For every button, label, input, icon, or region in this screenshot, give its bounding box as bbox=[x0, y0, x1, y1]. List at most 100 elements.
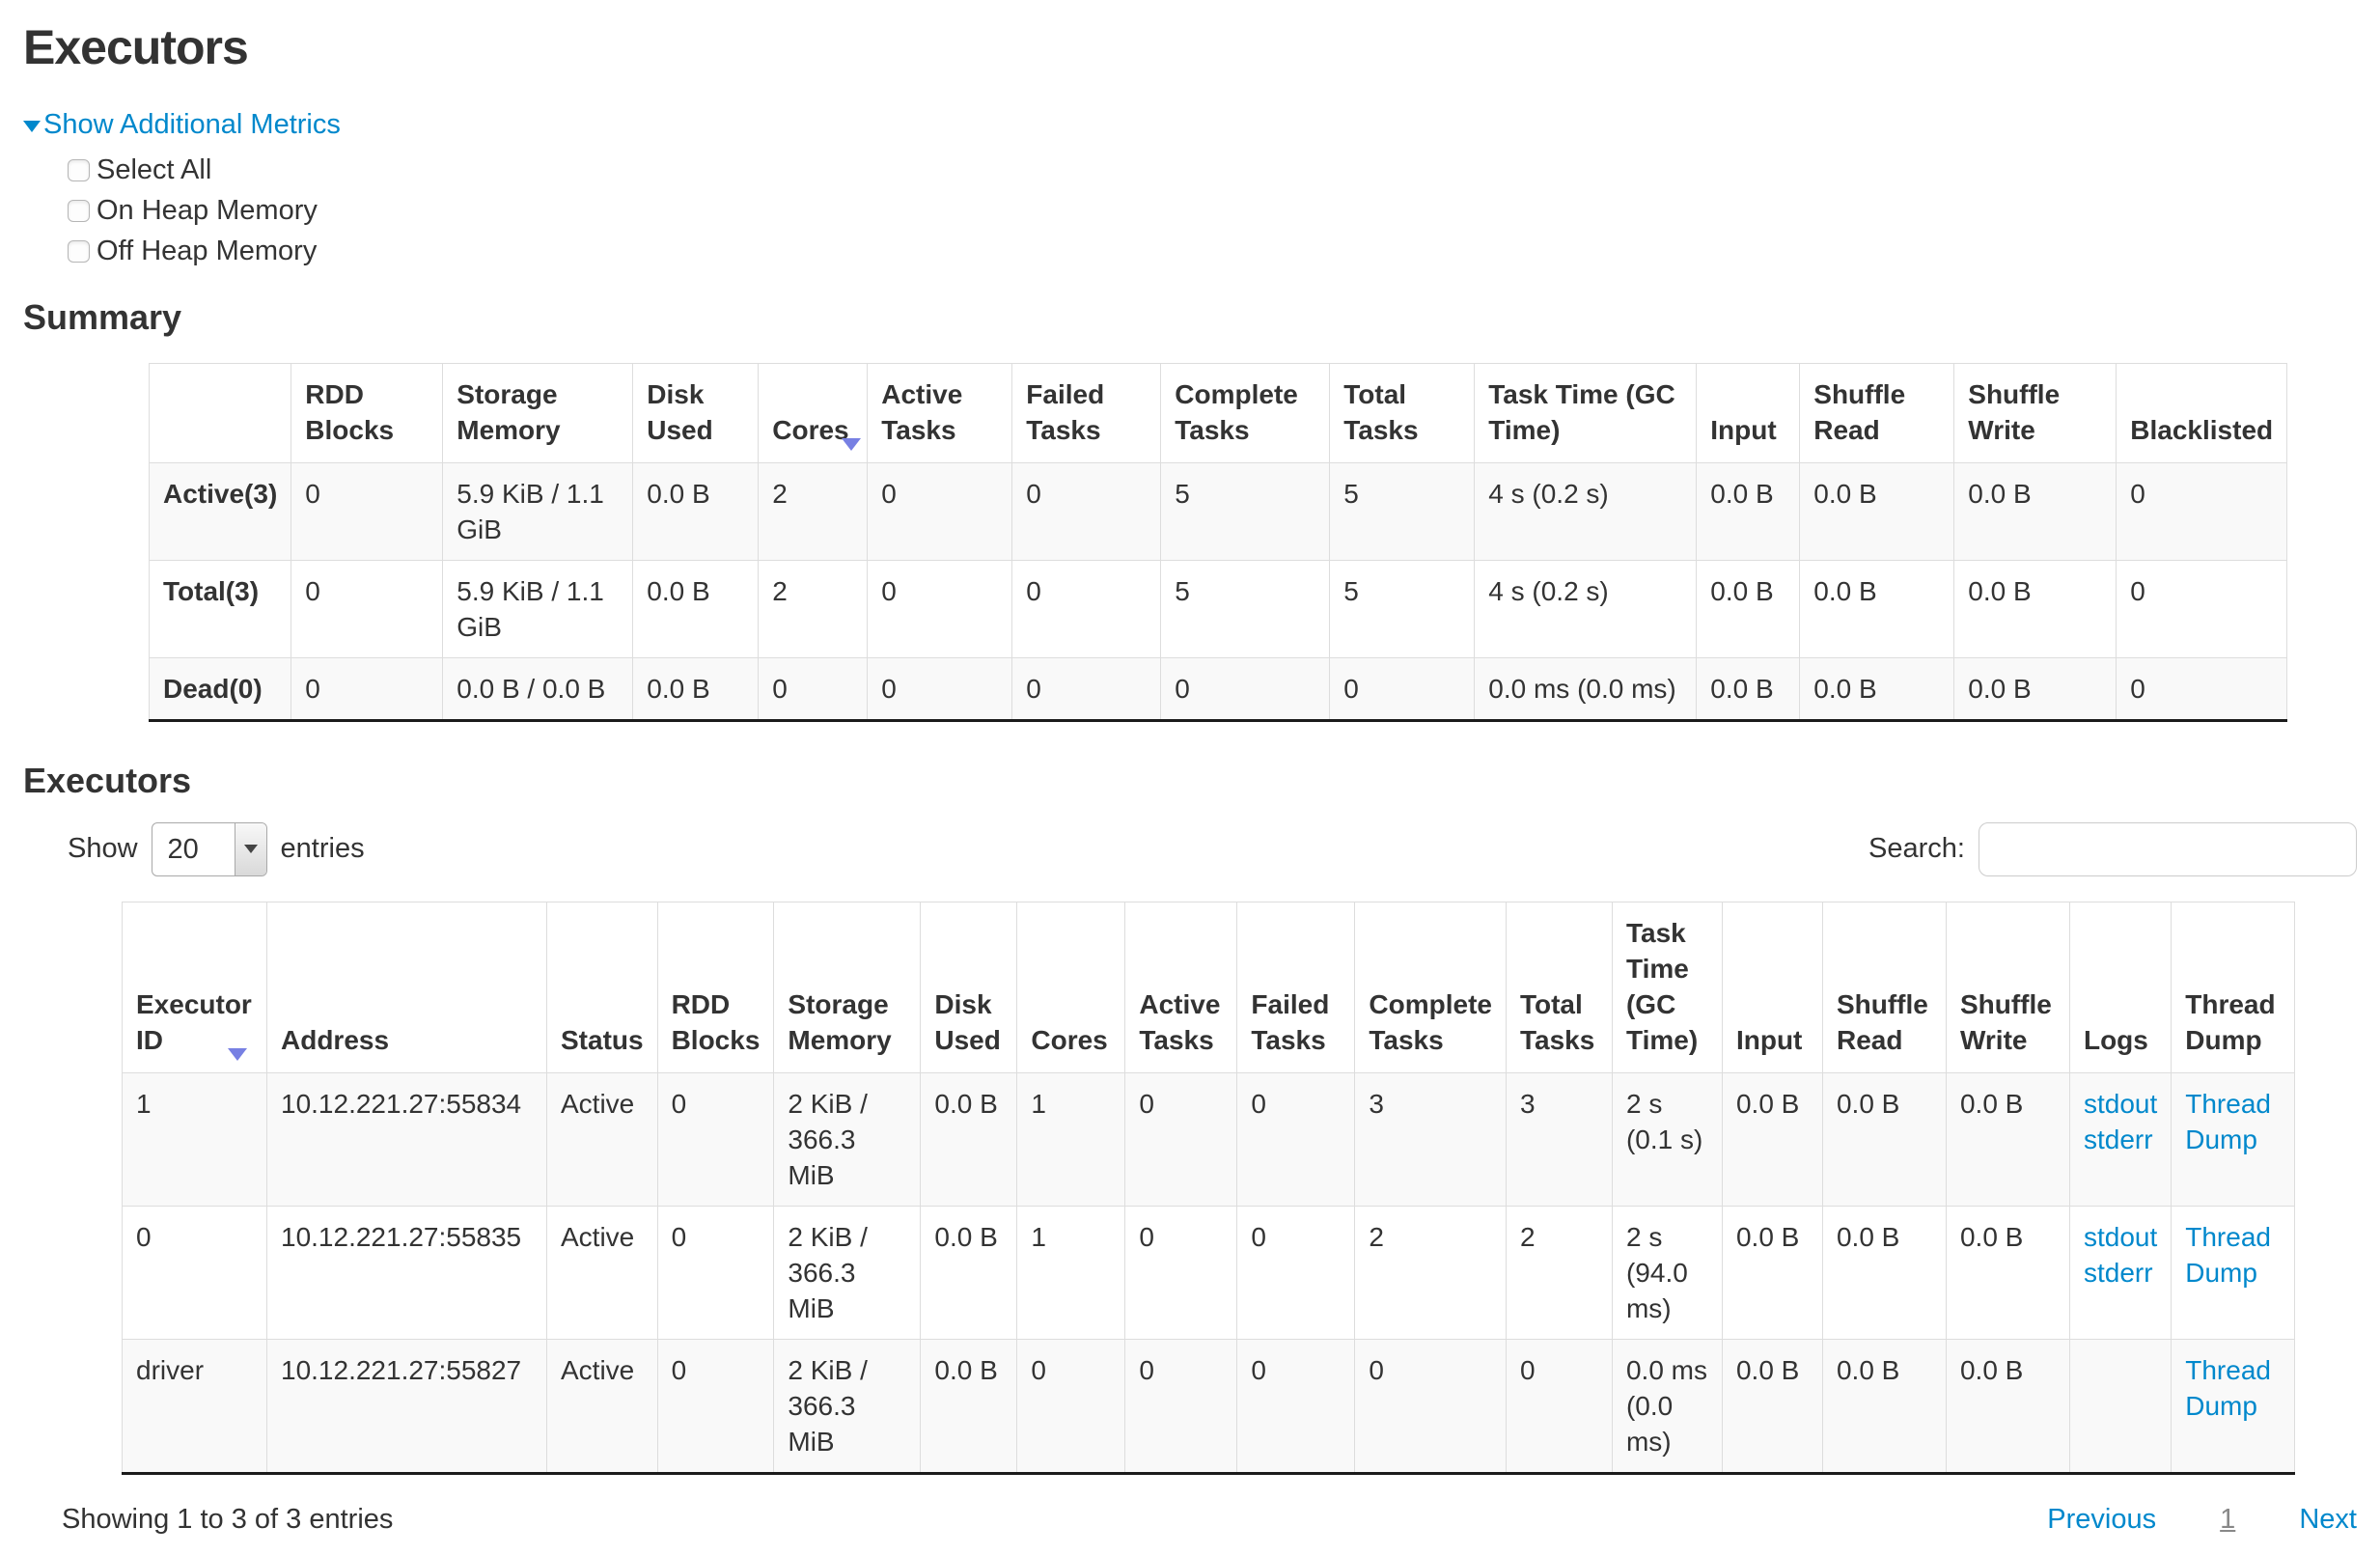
summary-row-dead: Dead(0) 0 0.0 B / 0.0 B 0.0 B 0 0 0 0 0 … bbox=[148, 656, 2288, 722]
cell: 0.0 B / 0.0 B bbox=[442, 656, 634, 722]
next-page-button[interactable]: Next bbox=[2299, 1503, 2357, 1535]
executors-table: Executor ID Address Status RDD Blocks St… bbox=[122, 901, 2296, 1475]
show-additional-metrics-link[interactable]: Show Additional Metrics bbox=[23, 109, 341, 141]
cell: 0 bbox=[656, 1338, 775, 1475]
col-header-cores[interactable]: Cores bbox=[758, 362, 869, 463]
on-heap-memory-checkbox[interactable] bbox=[68, 200, 90, 222]
col-header-address[interactable]: Address bbox=[266, 901, 547, 1073]
col-header-disk-used[interactable]: Disk Used bbox=[632, 362, 760, 463]
thread-dump-link[interactable]: Thread Dump bbox=[2185, 1088, 2271, 1154]
executor-row-1: 1 10.12.221.27:55834 Active 0 2 KiB / 36… bbox=[122, 1071, 2296, 1207]
sort-caret-down-icon bbox=[228, 1047, 247, 1061]
cell: 0.0 B bbox=[1953, 656, 2117, 722]
pagination: Previous 1 Next bbox=[1991, 1504, 2357, 1536]
cell: 0.0 B bbox=[1721, 1205, 1823, 1340]
col-header-status[interactable]: Status bbox=[546, 901, 658, 1073]
stderr-link[interactable]: stderr bbox=[2083, 1257, 2153, 1288]
col-header-complete-tasks[interactable]: Complete Tasks bbox=[1354, 901, 1507, 1073]
cell: 0 bbox=[1011, 559, 1162, 658]
cell: 3 bbox=[1505, 1071, 1613, 1207]
col-header-rdd-blocks[interactable]: RDD Blocks bbox=[291, 362, 444, 463]
cell: 0 bbox=[656, 1205, 775, 1340]
cell: 3 bbox=[1354, 1071, 1507, 1207]
col-header-shuffle-read[interactable]: Shuffle Read bbox=[1821, 901, 1947, 1073]
col-header-shuffle-write[interactable]: Shuffle Write bbox=[1945, 901, 2070, 1073]
col-header-task-time[interactable]: Task Time (GC Time) bbox=[1474, 362, 1698, 463]
col-header-complete-tasks[interactable]: Complete Tasks bbox=[1160, 362, 1331, 463]
cell: 0.0 B bbox=[920, 1205, 1018, 1340]
cell: 0.0 ms (0.0 ms) bbox=[1474, 656, 1698, 722]
cell: 0 bbox=[291, 656, 444, 722]
thread-dump-link[interactable]: Thread Dump bbox=[2185, 1354, 2271, 1421]
cell: 0.0 B bbox=[1799, 559, 1955, 658]
summary-table: RDD Blocks Storage Memory Disk Used Core… bbox=[148, 362, 2288, 722]
cell: 0 bbox=[1236, 1071, 1356, 1207]
col-header-input[interactable]: Input bbox=[1696, 362, 1801, 463]
cell: 0.0 B bbox=[1821, 1338, 1947, 1475]
off-heap-memory-checkbox[interactable] bbox=[68, 240, 90, 263]
col-header-rdd-blocks[interactable]: RDD Blocks bbox=[656, 901, 775, 1073]
search-control: Search: bbox=[1868, 821, 2357, 876]
col-header-failed-tasks[interactable]: Failed Tasks bbox=[1236, 901, 1356, 1073]
page-number-1[interactable]: 1 bbox=[2220, 1503, 2236, 1535]
executor-row-0: 0 10.12.221.27:55835 Active 0 2 KiB / 36… bbox=[122, 1205, 2296, 1340]
col-header-total-tasks[interactable]: Total Tasks bbox=[1505, 901, 1613, 1073]
summary-row-label: Active(3) bbox=[148, 461, 292, 561]
col-header-shuffle-write[interactable]: Shuffle Write bbox=[1953, 362, 2117, 463]
col-header-disk-used[interactable]: Disk Used bbox=[920, 901, 1018, 1073]
previous-page-button[interactable]: Previous bbox=[2047, 1503, 2157, 1535]
col-header-thread-dump[interactable]: Thread Dump bbox=[2171, 901, 2296, 1073]
col-header-cores[interactable]: Cores bbox=[1016, 901, 1126, 1073]
col-header-shuffle-read[interactable]: Shuffle Read bbox=[1799, 362, 1955, 463]
cell: 0.0 B bbox=[1821, 1071, 1947, 1207]
cell: 2 KiB / 366.3 MiB bbox=[773, 1205, 922, 1340]
cell: 2 KiB / 366.3 MiB bbox=[773, 1338, 922, 1475]
summary-row-label: Total(3) bbox=[148, 559, 292, 658]
metric-option-on-heap-memory[interactable]: On Heap Memory bbox=[68, 191, 2357, 232]
search-input[interactable] bbox=[1979, 821, 2357, 876]
summary-heading: Summary bbox=[23, 296, 182, 337]
metric-option-select-all[interactable]: Select All bbox=[68, 151, 2357, 191]
col-header-active-tasks[interactable]: Active Tasks bbox=[867, 362, 1013, 463]
page-size-select[interactable]: 20 bbox=[151, 821, 267, 876]
select-dropdown-button[interactable] bbox=[234, 822, 266, 875]
select-all-checkbox[interactable] bbox=[68, 159, 90, 181]
cell: 2 s (94.0 ms) bbox=[1611, 1205, 1723, 1340]
col-header-blacklisted[interactable]: Blacklisted bbox=[2116, 362, 2288, 463]
col-header-input[interactable]: Input bbox=[1721, 901, 1823, 1073]
cell: 0 bbox=[1124, 1071, 1238, 1207]
cell: 0 bbox=[2116, 461, 2288, 561]
stdout-link[interactable]: stdout bbox=[2083, 1221, 2158, 1252]
col-header-cores-label: Cores bbox=[772, 414, 849, 445]
cell-logs bbox=[2068, 1338, 2172, 1475]
stdout-link[interactable]: stdout bbox=[2083, 1088, 2158, 1119]
col-header-failed-tasks[interactable]: Failed Tasks bbox=[1011, 362, 1162, 463]
col-header-executor-id[interactable]: Executor ID bbox=[122, 901, 267, 1073]
col-header-logs[interactable]: Logs bbox=[2068, 901, 2172, 1073]
cell: 0 bbox=[291, 461, 444, 561]
stderr-link[interactable]: stderr bbox=[2083, 1124, 2153, 1154]
cell: 4 s (0.2 s) bbox=[1474, 461, 1698, 561]
col-header-total-tasks[interactable]: Total Tasks bbox=[1329, 362, 1476, 463]
cell: 0 bbox=[1011, 461, 1162, 561]
off-heap-memory-label: Off Heap Memory bbox=[97, 236, 318, 266]
col-header-task-time[interactable]: Task Time (GC Time) bbox=[1611, 901, 1723, 1073]
page-size-value: 20 bbox=[167, 833, 199, 865]
metric-option-off-heap-memory[interactable]: Off Heap Memory bbox=[68, 232, 2357, 272]
summary-header-row: RDD Blocks Storage Memory Disk Used Core… bbox=[148, 362, 2288, 463]
col-header-active-tasks[interactable]: Active Tasks bbox=[1124, 901, 1238, 1073]
chevron-down-icon bbox=[243, 845, 258, 853]
show-additional-metrics-label: Show Additional Metrics bbox=[43, 108, 341, 140]
page-length-control: Show 20 entries bbox=[68, 821, 365, 876]
col-header-storage-memory[interactable]: Storage Memory bbox=[442, 362, 634, 463]
thread-dump-link[interactable]: Thread Dump bbox=[2185, 1221, 2271, 1288]
cell: 0.0 B bbox=[632, 656, 760, 722]
cell-logs: stdout stderr bbox=[2068, 1071, 2172, 1207]
col-header-storage-memory[interactable]: Storage Memory bbox=[773, 901, 922, 1073]
cell: 5.9 KiB / 1.1 GiB bbox=[442, 559, 634, 658]
cell: 0.0 B bbox=[1945, 1071, 2070, 1207]
cell: 0 bbox=[1011, 656, 1162, 722]
cell: 0.0 B bbox=[920, 1338, 1018, 1475]
col-header-rowlabel bbox=[148, 362, 292, 463]
cell: 5 bbox=[1329, 461, 1476, 561]
